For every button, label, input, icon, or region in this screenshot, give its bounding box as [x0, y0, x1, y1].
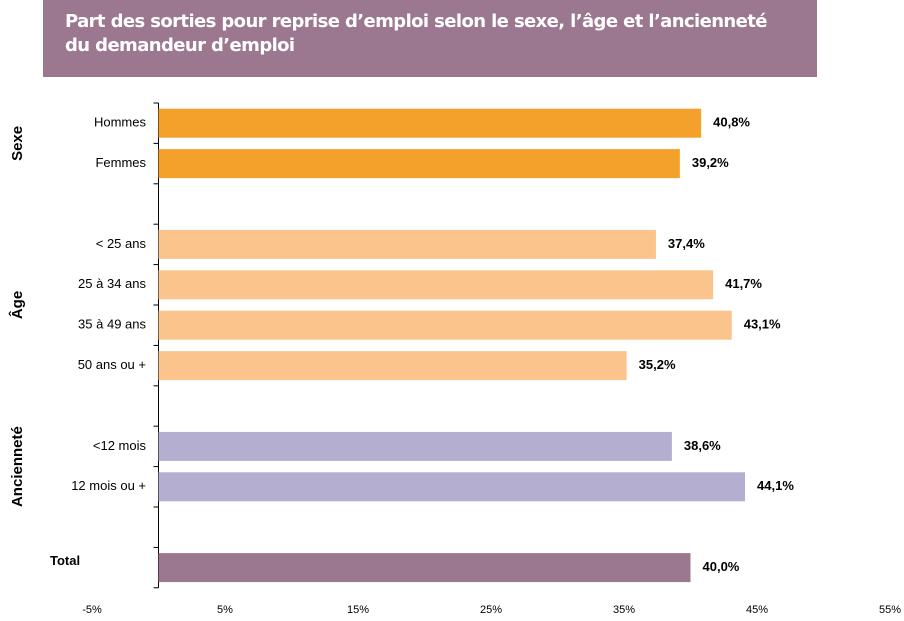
category-label: 25 à 34 ans — [78, 276, 146, 291]
bar — [158, 270, 714, 300]
bar — [158, 149, 680, 179]
value-label: 38,6% — [684, 438, 721, 453]
x-tick-label: -5% — [82, 604, 102, 616]
value-label: 39,2% — [692, 155, 729, 170]
group-label: Total — [50, 553, 80, 568]
bar — [158, 351, 627, 381]
value-label: 40,8% — [713, 115, 750, 130]
value-label: 37,4% — [668, 236, 705, 251]
x-tick-label: 35% — [613, 604, 635, 616]
x-tick-label: 55% — [879, 604, 901, 616]
bar — [158, 431, 672, 461]
value-label: 41,7% — [725, 276, 762, 291]
value-label: 44,1% — [757, 478, 794, 493]
category-label: Hommes — [94, 115, 147, 130]
x-tick-label: 5% — [217, 604, 233, 616]
category-label: < 25 ans — [96, 236, 147, 251]
bar — [158, 229, 656, 259]
chart-title: Part des sorties pour reprise d’emploi s… — [65, 11, 767, 56]
group-label: Âge — [8, 291, 26, 319]
value-label: 35,2% — [639, 357, 676, 372]
title-banner: Part des sorties pour reprise d’emploi s… — [43, 0, 817, 77]
category-label: 12 mois ou + — [71, 478, 146, 493]
bar — [158, 553, 691, 583]
category-label: Femmes — [95, 155, 146, 170]
bar — [158, 310, 732, 340]
value-label: 43,1% — [744, 317, 781, 332]
category-label: <12 mois — [93, 438, 147, 453]
x-tick-label: 45% — [746, 604, 768, 616]
x-tick-label: 25% — [480, 604, 502, 616]
group-label: Sexe — [9, 126, 26, 161]
category-label: 50 ans ou + — [78, 357, 146, 372]
x-tick-label: 15% — [347, 604, 369, 616]
bar — [158, 472, 746, 502]
category-label: 35 à 49 ans — [78, 317, 146, 332]
group-label: Ancienneté — [9, 426, 26, 507]
bar — [158, 108, 702, 138]
value-label: 40,0% — [703, 559, 740, 574]
